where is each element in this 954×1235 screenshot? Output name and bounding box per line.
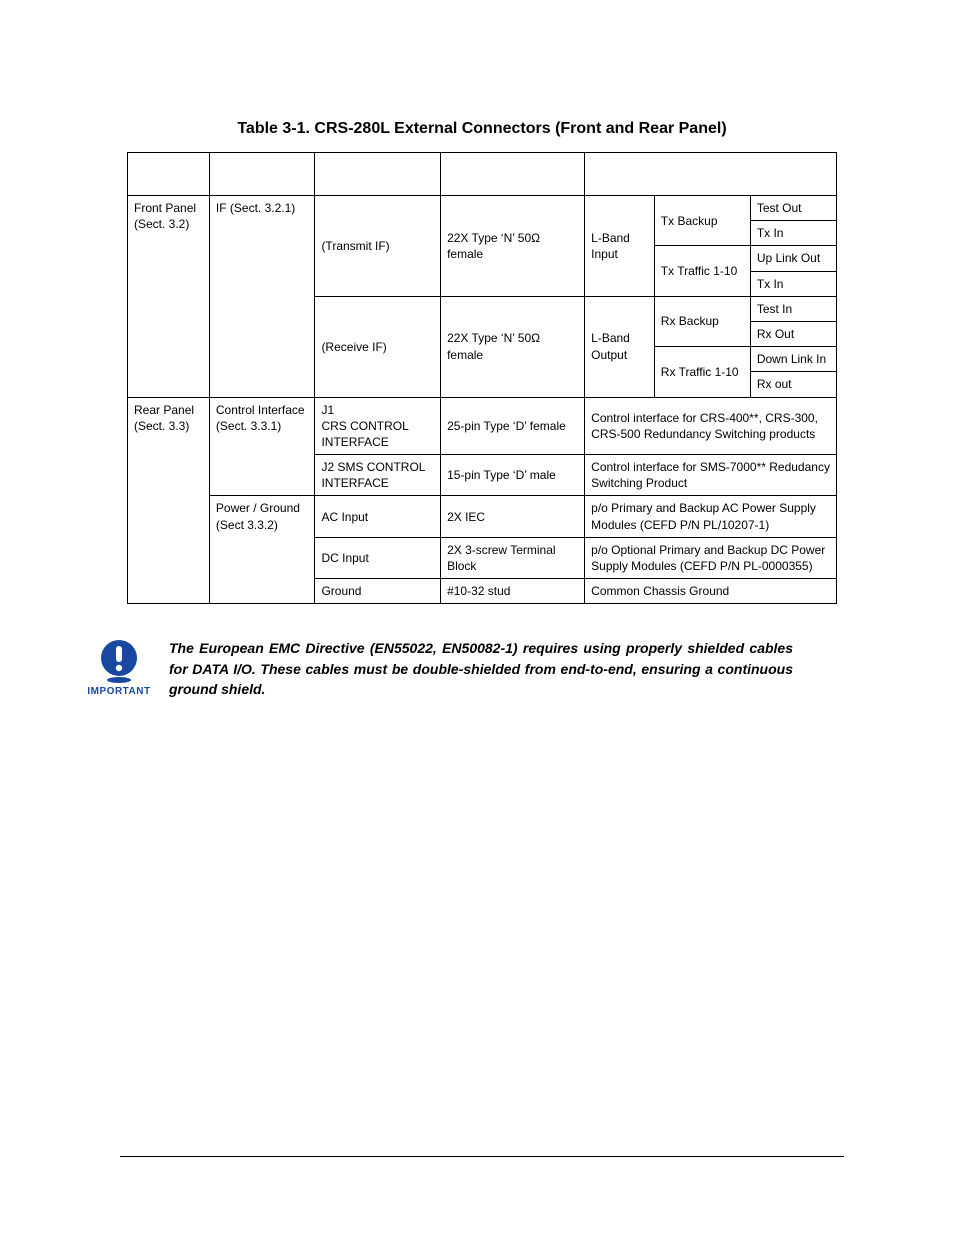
document-page: Table 3-1. CRS-280L External Connectors … xyxy=(0,0,954,1235)
cell-desc: Common Chassis Ground xyxy=(585,579,837,604)
cell-connector: 2X IEC xyxy=(441,496,585,537)
cell-connector: 2X 3-screw Terminal Block xyxy=(441,537,585,578)
cell-group: Power / Ground (Sect 3.3.2) xyxy=(209,496,315,604)
cell-connector: #10-32 stud xyxy=(441,579,585,604)
important-icon: IMPORTANT xyxy=(87,638,151,697)
table-header-row xyxy=(128,153,837,196)
cell-pin: Tx In xyxy=(750,221,836,246)
cell-desc: p/o Optional Primary and Backup DC Power… xyxy=(585,537,837,578)
important-note: IMPORTANT The European EMC Directive (EN… xyxy=(87,638,797,699)
cell-desc: p/o Primary and Backup AC Power Supply M… xyxy=(585,496,837,537)
exclamation-icon xyxy=(96,638,142,684)
cell-pin: Up Link Out xyxy=(750,246,836,271)
table-row: Rear Panel (Sect. 3.3) Control Interface… xyxy=(128,397,837,455)
important-text: The European EMC Directive (EN55022, EN5… xyxy=(169,638,797,699)
cell-name: AC Input xyxy=(315,496,441,537)
footer-rule xyxy=(120,1156,844,1157)
cell-group: IF (Sect. 3.2.1) xyxy=(209,196,315,398)
cell-pin: Test Out xyxy=(750,196,836,221)
cell-direction: L-Band Input xyxy=(585,196,655,297)
cell-desc: Control interface for CRS-400**, CRS-300… xyxy=(585,397,837,455)
cell-connector: 15-pin Type ‘D’ male xyxy=(441,455,585,496)
cell-panel: Rear Panel (Sect. 3.3) xyxy=(128,397,210,604)
table-row: Power / Ground (Sect 3.3.2) AC Input 2X … xyxy=(128,496,837,537)
cell-name: J1CRS CONTROL INTERFACE xyxy=(315,397,441,455)
cell-pin: Rx Out xyxy=(750,321,836,346)
cell-direction: L-Band Output xyxy=(585,296,655,397)
cell-signal: Rx Backup xyxy=(654,296,750,346)
cell-desc: Control interface for SMS-7000** Redudan… xyxy=(585,455,837,496)
cell-pin: Down Link In xyxy=(750,347,836,372)
important-label: IMPORTANT xyxy=(87,686,151,697)
cell-signal: Rx Traffic 1-10 xyxy=(654,347,750,397)
cell-pin: Test In xyxy=(750,296,836,321)
cell-name: (Receive IF) xyxy=(315,296,441,397)
cell-pin: Tx In xyxy=(750,271,836,296)
cell-connector: 22X Type ‘N’ 50Ω female xyxy=(441,196,585,297)
cell-signal: Tx Backup xyxy=(654,196,750,246)
cell-panel: Front Panel (Sect. 3.2) xyxy=(128,196,210,398)
cell-name: DC Input xyxy=(315,537,441,578)
connectors-table: Front Panel (Sect. 3.2) IF (Sect. 3.2.1)… xyxy=(127,152,837,604)
cell-group: Control Interface (Sect. 3.3.1) xyxy=(209,397,315,496)
cell-pin: Rx out xyxy=(750,372,836,397)
cell-signal: Tx Traffic 1-10 xyxy=(654,246,750,296)
cell-name: J2 SMS CONTROL INTERFACE xyxy=(315,455,441,496)
cell-name: (Transmit IF) xyxy=(315,196,441,297)
cell-name: Ground xyxy=(315,579,441,604)
table-title: Table 3-1. CRS-280L External Connectors … xyxy=(120,120,844,138)
cell-connector: 25-pin Type ‘D’ female xyxy=(441,397,585,455)
table-row: Front Panel (Sect. 3.2) IF (Sect. 3.2.1)… xyxy=(128,196,837,221)
cell-connector: 22X Type ‘N’ 50Ω female xyxy=(441,296,585,397)
